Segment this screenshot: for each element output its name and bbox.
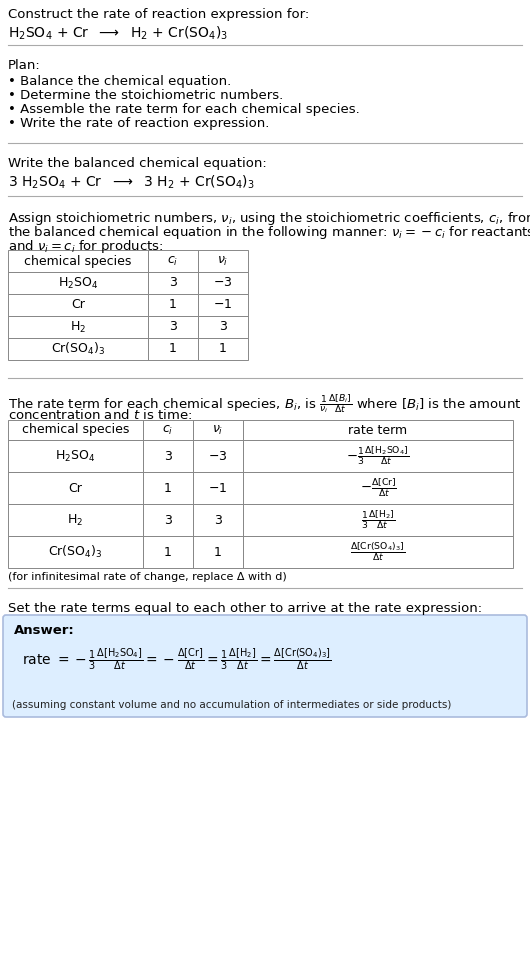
Text: rate term: rate term bbox=[348, 424, 408, 436]
Text: rate $= -\frac{1}{3}\frac{\Delta[\mathregular{H_2SO_4}]}{\Delta t}= -\frac{\Delt: rate $= -\frac{1}{3}\frac{\Delta[\mathre… bbox=[22, 646, 332, 671]
Bar bbox=[193, 536, 243, 568]
Text: 3 $\mathregular{H_2SO_4}$ + Cr  $\longrightarrow$  3 $\mathregular{H_2}$ + $\mat: 3 $\mathregular{H_2SO_4}$ + Cr $\longrig… bbox=[8, 174, 254, 191]
Text: 1: 1 bbox=[214, 546, 222, 558]
Bar bbox=[243, 420, 513, 440]
Text: $\mathregular{H_2SO_4}$ + Cr  $\longrightarrow$  $\mathregular{H_2}$ + $\mathreg: $\mathregular{H_2SO_4}$ + Cr $\longright… bbox=[8, 25, 228, 42]
Bar bbox=[193, 440, 243, 472]
Bar bbox=[8, 420, 143, 440]
Text: $-\frac{1}{3}\frac{\Delta[\mathregular{H_2SO_4}]}{\Delta t}$: $-\frac{1}{3}\frac{\Delta[\mathregular{H… bbox=[346, 444, 410, 468]
Text: 1: 1 bbox=[164, 481, 172, 495]
Bar bbox=[8, 504, 143, 536]
Text: 3: 3 bbox=[169, 320, 177, 334]
Text: $-1$: $-1$ bbox=[208, 481, 227, 495]
Text: Assign stoichiometric numbers, $\nu_i$, using the stoichiometric coefficients, $: Assign stoichiometric numbers, $\nu_i$, … bbox=[8, 210, 530, 227]
Bar bbox=[193, 504, 243, 536]
Bar bbox=[148, 294, 198, 316]
Text: • Write the rate of reaction expression.: • Write the rate of reaction expression. bbox=[8, 117, 269, 130]
Bar bbox=[243, 504, 513, 536]
Bar bbox=[148, 272, 198, 294]
Bar bbox=[8, 316, 148, 338]
Text: 3: 3 bbox=[164, 513, 172, 526]
Bar bbox=[148, 316, 198, 338]
Text: $\mathregular{H_2SO_4}$: $\mathregular{H_2SO_4}$ bbox=[55, 448, 95, 464]
Text: concentration and $t$ is time:: concentration and $t$ is time: bbox=[8, 408, 192, 422]
Text: Answer:: Answer: bbox=[14, 624, 75, 637]
Text: Construct the rate of reaction expression for:: Construct the rate of reaction expressio… bbox=[8, 8, 309, 21]
Text: 3: 3 bbox=[219, 320, 227, 334]
Bar bbox=[198, 272, 248, 294]
Text: Cr: Cr bbox=[71, 299, 85, 311]
Text: 1: 1 bbox=[169, 343, 177, 355]
Text: $\frac{\Delta[\mathregular{Cr(SO_4)_3}]}{\Delta t}$: $\frac{\Delta[\mathregular{Cr(SO_4)_3}]}… bbox=[350, 541, 405, 563]
Bar bbox=[143, 536, 193, 568]
Text: (assuming constant volume and no accumulation of intermediates or side products): (assuming constant volume and no accumul… bbox=[12, 700, 452, 710]
Text: $-3$: $-3$ bbox=[213, 276, 233, 290]
Bar bbox=[8, 440, 143, 472]
Text: Write the balanced chemical equation:: Write the balanced chemical equation: bbox=[8, 157, 267, 170]
Bar bbox=[198, 250, 248, 272]
Text: (for infinitesimal rate of change, replace Δ with d): (for infinitesimal rate of change, repla… bbox=[8, 572, 287, 582]
Text: $\nu_i$: $\nu_i$ bbox=[217, 255, 228, 267]
Text: $-3$: $-3$ bbox=[208, 450, 228, 463]
Text: $c_i$: $c_i$ bbox=[162, 424, 174, 436]
Text: $-\frac{\Delta[\mathregular{Cr}]}{\Delta t}$: $-\frac{\Delta[\mathregular{Cr}]}{\Delta… bbox=[359, 477, 396, 499]
Bar bbox=[198, 316, 248, 338]
Text: $\mathregular{H_2SO_4}$: $\mathregular{H_2SO_4}$ bbox=[58, 275, 98, 291]
Bar bbox=[8, 294, 148, 316]
Text: • Determine the stoichiometric numbers.: • Determine the stoichiometric numbers. bbox=[8, 89, 283, 102]
Text: • Balance the chemical equation.: • Balance the chemical equation. bbox=[8, 75, 231, 88]
Text: Plan:: Plan: bbox=[8, 59, 41, 72]
Text: 3: 3 bbox=[214, 513, 222, 526]
Bar bbox=[148, 250, 198, 272]
Bar bbox=[8, 338, 148, 360]
Text: the balanced chemical equation in the following manner: $\nu_i = -c_i$ for react: the balanced chemical equation in the fo… bbox=[8, 224, 530, 241]
Text: $\nu_i$: $\nu_i$ bbox=[213, 424, 224, 436]
Text: $\mathregular{Cr(SO_4)_3}$: $\mathregular{Cr(SO_4)_3}$ bbox=[48, 544, 103, 560]
Text: 1: 1 bbox=[169, 299, 177, 311]
Text: 3: 3 bbox=[164, 450, 172, 463]
Bar bbox=[198, 338, 248, 360]
Text: • Assemble the rate term for each chemical species.: • Assemble the rate term for each chemic… bbox=[8, 103, 360, 116]
FancyBboxPatch shape bbox=[3, 615, 527, 717]
Bar bbox=[143, 440, 193, 472]
Text: $\mathregular{H_2}$: $\mathregular{H_2}$ bbox=[67, 512, 84, 528]
Text: chemical species: chemical species bbox=[22, 424, 129, 436]
Text: 3: 3 bbox=[169, 276, 177, 290]
Text: $\mathregular{Cr(SO_4)_3}$: $\mathregular{Cr(SO_4)_3}$ bbox=[51, 341, 105, 357]
Bar bbox=[8, 536, 143, 568]
Text: 1: 1 bbox=[164, 546, 172, 558]
Text: $\frac{1}{3}\frac{\Delta[\mathregular{H_2}]}{\Delta t}$: $\frac{1}{3}\frac{\Delta[\mathregular{H_… bbox=[361, 508, 395, 532]
Text: The rate term for each chemical species, $B_i$, is $\frac{1}{\nu_i}\frac{\Delta[: The rate term for each chemical species,… bbox=[8, 392, 522, 415]
Bar bbox=[193, 472, 243, 504]
Bar bbox=[143, 420, 193, 440]
Text: and $\nu_i = c_i$ for products:: and $\nu_i = c_i$ for products: bbox=[8, 238, 164, 255]
Text: $\mathregular{H_2}$: $\mathregular{H_2}$ bbox=[70, 319, 86, 335]
Bar bbox=[8, 472, 143, 504]
Bar bbox=[143, 504, 193, 536]
Bar bbox=[8, 272, 148, 294]
Bar bbox=[143, 472, 193, 504]
Text: Cr: Cr bbox=[68, 481, 83, 495]
Bar bbox=[243, 440, 513, 472]
Text: $-1$: $-1$ bbox=[214, 299, 233, 311]
Bar bbox=[8, 250, 148, 272]
Bar bbox=[148, 338, 198, 360]
Bar bbox=[193, 420, 243, 440]
Bar bbox=[243, 536, 513, 568]
Text: $c_i$: $c_i$ bbox=[167, 255, 179, 267]
Bar bbox=[198, 294, 248, 316]
Bar bbox=[243, 472, 513, 504]
Text: Set the rate terms equal to each other to arrive at the rate expression:: Set the rate terms equal to each other t… bbox=[8, 602, 482, 615]
Text: chemical species: chemical species bbox=[24, 255, 131, 267]
Text: 1: 1 bbox=[219, 343, 227, 355]
